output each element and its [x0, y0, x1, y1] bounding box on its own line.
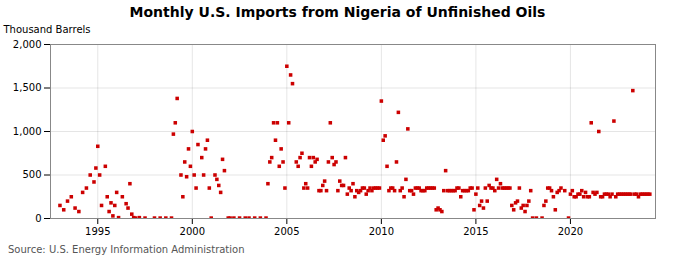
svg-text:500: 500: [22, 169, 41, 180]
svg-text:2000: 2000: [180, 226, 205, 237]
svg-text:Thousand Barrels: Thousand Barrels: [3, 24, 91, 35]
svg-text:2020: 2020: [558, 226, 583, 237]
svg-text:1,500: 1,500: [13, 82, 42, 93]
svg-text:1,000: 1,000: [13, 126, 42, 137]
html-text:Monthly U.S. Imports from Nige: Monthly U.S. Imports from Nigeria of Unf…: [129, 4, 546, 20]
html-text:Source: U.S. Energy Informatio: Source: U.S. Energy Information Administ…: [8, 244, 245, 255]
svg-text:0: 0: [35, 213, 41, 224]
svg-text:2010: 2010: [369, 226, 394, 237]
svg-text:2015: 2015: [463, 226, 488, 237]
svg-text:2,000: 2,000: [13, 39, 42, 50]
svg-text:2005: 2005: [274, 226, 299, 237]
svg-text:1995: 1995: [85, 226, 110, 237]
